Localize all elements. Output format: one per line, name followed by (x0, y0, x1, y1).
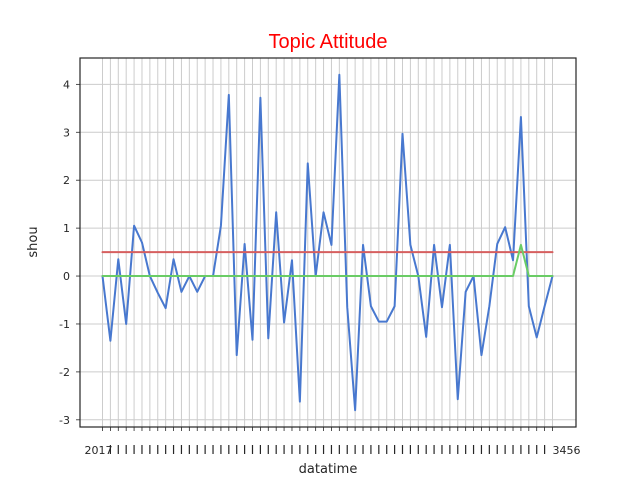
x-tick-label-glyph (378, 445, 380, 454)
x-tick-label-glyph (425, 445, 427, 454)
x-tick-label-glyph (267, 445, 269, 454)
x-tick-label-glyph (220, 445, 222, 454)
x-tick-label-glyph (386, 445, 388, 454)
x-tick-label-glyph (322, 445, 325, 454)
x-tick-label-glyph (259, 445, 261, 454)
x-tick-label-glyph (394, 445, 396, 454)
x-tick-label-glyph (149, 445, 151, 454)
x-tick-label-glyph (488, 445, 490, 454)
x-tick-label-glyph (338, 445, 340, 454)
x-tick-label-glyph (275, 445, 277, 454)
x-tick-label-glyph (315, 445, 317, 454)
x-tick-label-glyph (536, 445, 538, 454)
x-tick-label-glyph (409, 445, 411, 454)
x-tick-label-glyph (465, 445, 467, 454)
x-tick-label-glyph (504, 445, 506, 454)
x-tick-label-glyph (204, 445, 206, 454)
x-tick-label-glyph (236, 445, 238, 454)
y-tick-label: 0 (63, 270, 70, 283)
x-axis-label: datatime (299, 462, 358, 477)
series-layer (101, 73, 554, 412)
y-tick-label: 1 (63, 222, 70, 235)
x-tick-labels: 2017 3456 (85, 427, 581, 457)
y-tick-label: 4 (63, 78, 70, 91)
y-tick-label: -3 (59, 414, 70, 427)
x-tick-label-glyph (157, 445, 159, 454)
x-tick-label-glyph (417, 445, 419, 454)
x-tick-label-glyph (188, 445, 190, 454)
x-tick-label-glyph (520, 445, 522, 454)
x-tick-label-glyph (433, 445, 435, 454)
x-tick-label-glyph (196, 445, 198, 454)
x-tick-label-glyph (354, 445, 356, 454)
x-tick-label-glyph (330, 445, 333, 454)
x-tick-label-first: 2017 (85, 444, 113, 457)
x-grid (102, 58, 553, 427)
x-tick-label-glyph (299, 445, 301, 454)
y-axis-label: shou (26, 226, 41, 257)
y-tick-label: 2 (63, 174, 70, 187)
y-tick-label: -2 (59, 366, 70, 379)
x-tick-label-glyph (180, 445, 183, 454)
x-tick-label-last: 3456 (553, 444, 581, 457)
plot-frame (79, 57, 577, 428)
chart-title: Topic Attitude (269, 31, 388, 53)
x-tick-label-glyph (125, 445, 127, 454)
x-tick-label-glyph (401, 445, 404, 454)
x-tick-label-glyph (251, 445, 254, 454)
x-tick-label-glyph (480, 445, 483, 454)
x-tick-label-glyph (307, 445, 309, 454)
x-tick-label-glyph (141, 445, 143, 454)
x-tick-label-glyph (346, 445, 348, 454)
x-tick-label-glyph (291, 445, 293, 454)
x-tick-label-glyph (544, 445, 546, 454)
x-tick-label-glyph (528, 445, 530, 454)
x-tick-label-glyph (496, 445, 498, 454)
x-tick-label-glyph (228, 445, 230, 454)
x-tick-label-glyph (449, 445, 451, 454)
x-tick-label-glyph (283, 445, 285, 454)
x-tick-label-glyph (362, 445, 364, 454)
y-tick-label: -1 (59, 318, 70, 331)
x-tick-label-glyph (441, 445, 443, 454)
x-tick-label-glyph (512, 445, 514, 454)
x-tick-label-glyph (244, 445, 246, 454)
x-tick-label-glyph (109, 445, 111, 454)
x-tick-label-glyph (457, 445, 459, 454)
y-tick-labels: -3 -2 -1 0 1 2 3 4 (59, 78, 80, 427)
x-tick-label-glyph (370, 445, 372, 454)
y-tick-label: 3 (63, 126, 70, 139)
x-tick-label-glyph (133, 445, 135, 454)
x-tick-label-glyph (172, 445, 175, 454)
x-tick-label-glyph (212, 445, 214, 454)
series-line-3 (101, 243, 554, 278)
x-tick-label-glyph (165, 445, 167, 454)
x-tick-label-glyph (117, 445, 119, 454)
x-tick-label-glyph (472, 445, 475, 454)
